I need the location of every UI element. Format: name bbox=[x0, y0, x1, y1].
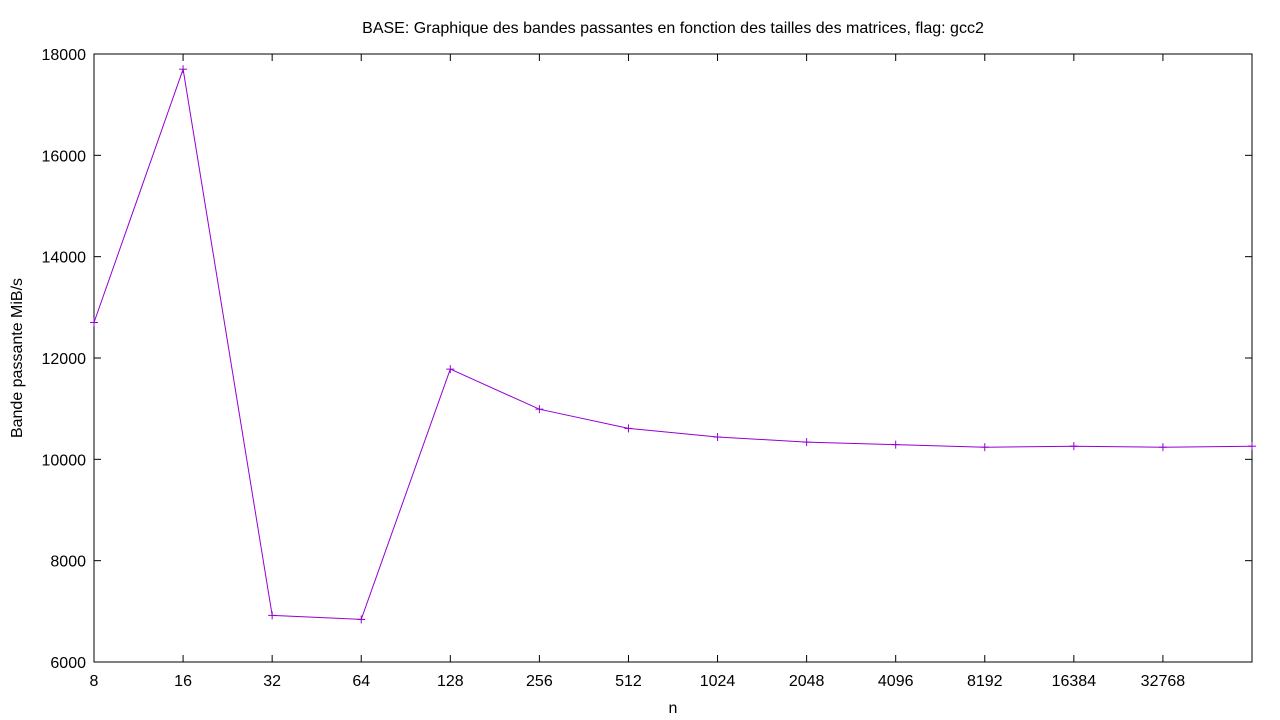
data-point-marker bbox=[1069, 442, 1078, 451]
x-tick-label: 16384 bbox=[1052, 673, 1097, 690]
y-tick-label: 14000 bbox=[42, 250, 87, 267]
data-point-marker bbox=[713, 433, 722, 442]
chart-title: BASE: Graphique des bandes passantes en … bbox=[362, 20, 984, 37]
y-tick-label: 16000 bbox=[42, 148, 87, 165]
x-tick-label: 32 bbox=[263, 673, 281, 690]
data-point-marker bbox=[179, 65, 188, 74]
x-tick-label: 1024 bbox=[700, 673, 736, 690]
series-line bbox=[93, 69, 1253, 620]
x-tick-label: 512 bbox=[615, 673, 642, 690]
x-tick-label: 16 bbox=[174, 673, 192, 690]
data-point-marker bbox=[446, 365, 455, 374]
y-tick-label: 18000 bbox=[42, 47, 87, 64]
data-point-marker bbox=[1158, 443, 1167, 452]
y-tick-label: 6000 bbox=[50, 655, 86, 672]
data-point-marker bbox=[980, 443, 989, 452]
data-point-marker bbox=[90, 318, 98, 327]
x-tick-label: 32768 bbox=[1141, 673, 1186, 690]
x-tick-label: 128 bbox=[437, 673, 464, 690]
plot-area-frame bbox=[93, 53, 1253, 663]
x-tick-label: 8 bbox=[90, 673, 99, 690]
x-tick-label: 64 bbox=[352, 673, 370, 690]
y-tick-label: 12000 bbox=[42, 351, 87, 368]
data-point-marker bbox=[802, 438, 811, 447]
data-point-marker bbox=[268, 611, 277, 620]
data-point-marker bbox=[1248, 442, 1256, 451]
x-tick-label: 256 bbox=[526, 673, 553, 690]
x-tick-label: 8192 bbox=[967, 673, 1003, 690]
data-point-marker bbox=[535, 405, 544, 414]
x-axis-label: n bbox=[669, 700, 678, 717]
data-point-marker bbox=[624, 424, 633, 433]
data-point-marker bbox=[357, 615, 366, 624]
x-tick-label: 4096 bbox=[878, 673, 914, 690]
y-axis-label: Bande passante MiB/s bbox=[9, 278, 26, 438]
y-tick-label: 10000 bbox=[42, 452, 87, 469]
x-tick-label: 2048 bbox=[789, 673, 825, 690]
y-tick-label: 8000 bbox=[50, 554, 86, 571]
data-point-marker bbox=[891, 440, 900, 449]
